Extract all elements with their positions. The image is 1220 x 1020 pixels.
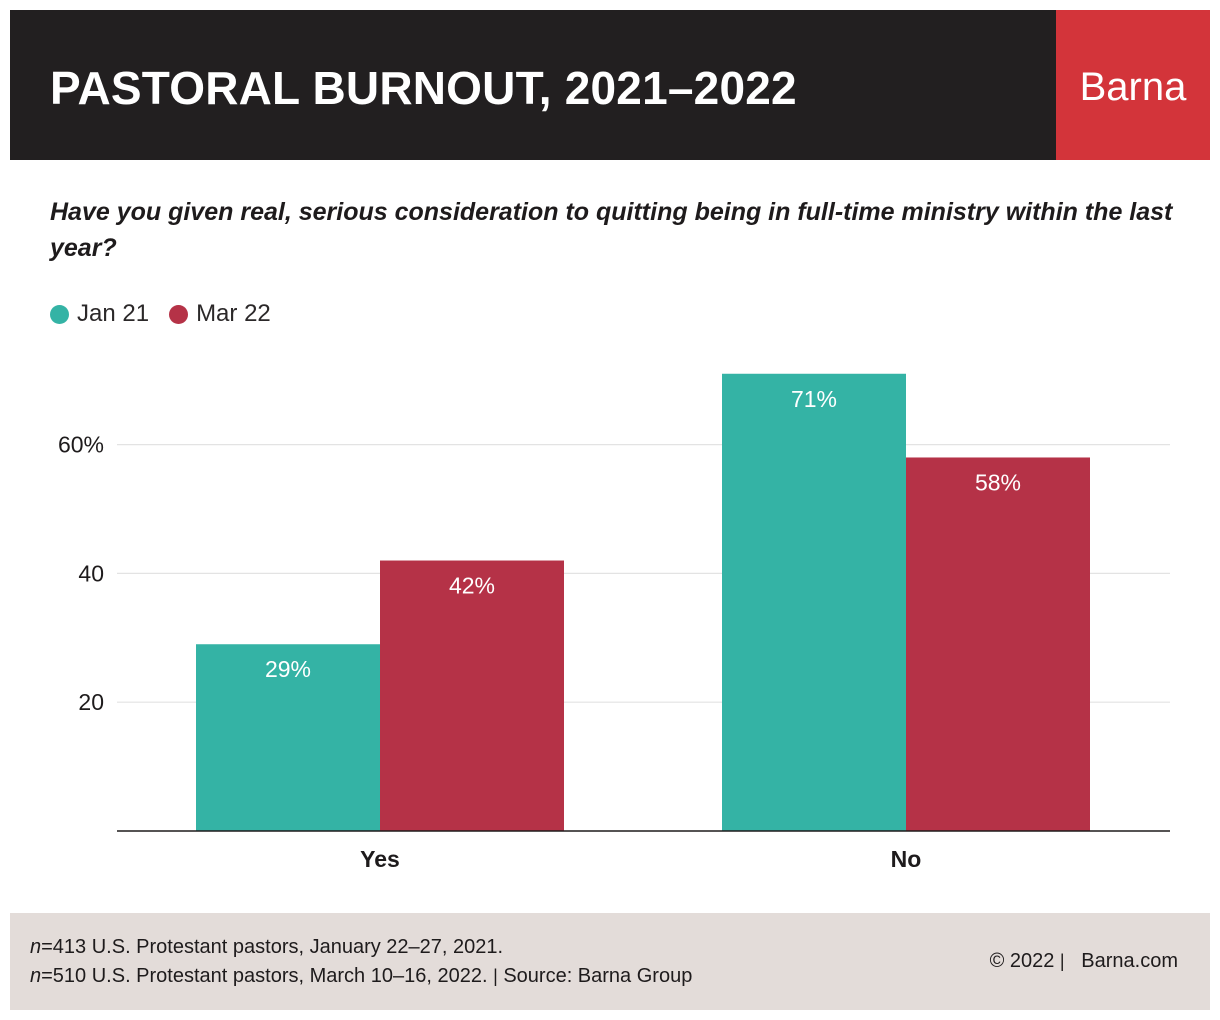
bar-yes-mar-22 xyxy=(380,560,564,831)
bar-no-jan-21 xyxy=(722,373,906,831)
x-category-label-no: No xyxy=(891,846,922,872)
bar-yes-jan-21 xyxy=(196,644,380,831)
x-category-label-yes: Yes xyxy=(360,846,400,872)
website-link[interactable]: Barna.com xyxy=(1081,950,1178,972)
bar-label-no-mar-22: 58% xyxy=(975,469,1021,495)
brand-logo-text: Barna xyxy=(1079,65,1187,109)
bar-label-yes-jan-21: 29% xyxy=(265,656,311,682)
sample-note-2022: n=510 U.S. Protestant pastors, March 10–… xyxy=(30,965,693,987)
legend-swatch-jan-21 xyxy=(50,304,69,324)
legend-item-mar-22: Mar 22 xyxy=(169,300,271,328)
bar-no-mar-22 xyxy=(906,457,1090,831)
legend-item-jan-21: Jan 21 xyxy=(50,300,149,328)
y-tick-label-60: 60% xyxy=(58,432,104,458)
y-tick-label-20: 20 xyxy=(78,689,104,715)
bar-label-no-jan-21: 71% xyxy=(791,386,837,412)
brand-logo: Barna xyxy=(1056,10,1210,160)
legend: Jan 21 Mar 22 xyxy=(50,300,291,328)
legend-swatch-mar-22 xyxy=(169,304,189,324)
sample-notes: n=413 U.S. Protestant pastors, January 2… xyxy=(30,933,692,991)
copyright: © 2022 | Barna.com xyxy=(989,950,1178,972)
chart-title: PASTORAL BURNOUT, 2021–2022 xyxy=(50,62,797,114)
sample-note-2021: n=413 U.S. Protestant pastors, January 2… xyxy=(30,936,504,958)
bar-chart: 20 40 60% 29% 42% Yes 71% 58% No xyxy=(58,373,1170,872)
bar-label-yes-mar-22: 42% xyxy=(449,573,495,599)
legend-label-mar-22: Mar 22 xyxy=(196,300,271,327)
y-tick-label-40: 40 xyxy=(78,560,104,586)
chart-subtitle: Have you given real, serious considerati… xyxy=(50,198,1173,262)
legend-label-jan-21: Jan 21 xyxy=(77,300,150,327)
header-banner: PASTORAL BURNOUT, 2021–2022 xyxy=(10,10,1056,160)
footer: n=413 U.S. Protestant pastors, January 2… xyxy=(10,913,1210,1010)
source-text: Source: Barna Group xyxy=(503,965,693,987)
